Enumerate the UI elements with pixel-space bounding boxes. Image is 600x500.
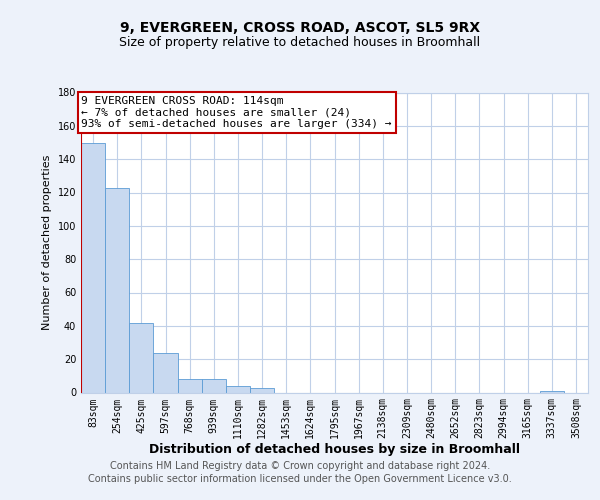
Bar: [81, 142, 105, 392]
Bar: [178, 379, 202, 392]
Text: Contains public sector information licensed under the Open Government Licence v3: Contains public sector information licen…: [88, 474, 512, 484]
Bar: [105, 188, 129, 392]
Bar: [540, 391, 564, 392]
X-axis label: Distribution of detached houses by size in Broomhall: Distribution of detached houses by size …: [149, 442, 520, 456]
Bar: [202, 379, 226, 392]
Text: Contains HM Land Registry data © Crown copyright and database right 2024.: Contains HM Land Registry data © Crown c…: [110, 461, 490, 471]
Bar: [250, 388, 274, 392]
Bar: [154, 352, 178, 393]
Bar: [129, 322, 154, 392]
Text: 9 EVERGREEN CROSS ROAD: 114sqm
← 7% of detached houses are smaller (24)
93% of s: 9 EVERGREEN CROSS ROAD: 114sqm ← 7% of d…: [82, 96, 392, 129]
Text: Size of property relative to detached houses in Broomhall: Size of property relative to detached ho…: [119, 36, 481, 49]
Bar: [226, 386, 250, 392]
Text: 9, EVERGREEN, CROSS ROAD, ASCOT, SL5 9RX: 9, EVERGREEN, CROSS ROAD, ASCOT, SL5 9RX: [120, 20, 480, 34]
Y-axis label: Number of detached properties: Number of detached properties: [42, 155, 52, 330]
